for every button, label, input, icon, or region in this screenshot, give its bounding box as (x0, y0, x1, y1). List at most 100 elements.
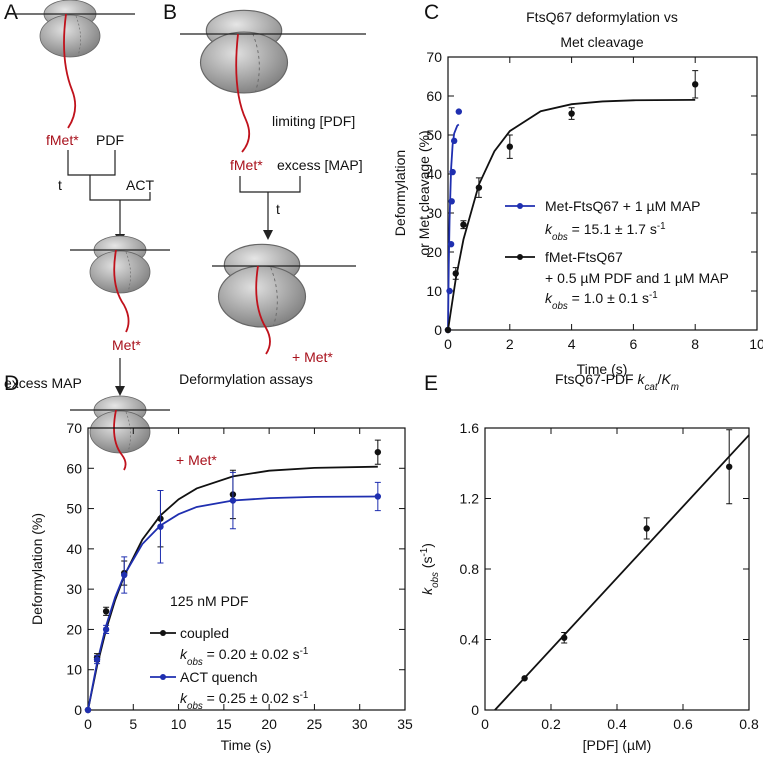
nascent-chain (235, 33, 251, 153)
data-point (102, 626, 110, 633)
chart-title: FtsQ67 deformylation vs (526, 9, 678, 25)
text-part: obs (430, 572, 441, 588)
data-point (229, 497, 237, 504)
text-part: = 0.25 ± 0.02 s (203, 690, 300, 706)
text-part: cat (644, 382, 658, 393)
text-part: obs (187, 701, 203, 712)
data-point (521, 675, 528, 682)
x-tick-label: 0 (481, 716, 489, 732)
ribosome (217, 243, 307, 328)
annotation: 125 nM PDF (170, 593, 249, 609)
panel-label: B (163, 1, 177, 24)
data-point (726, 463, 733, 470)
legend-note: kobs = 15.1 ± 1.7 s-1 (545, 221, 666, 243)
text-part: obs (187, 657, 203, 668)
y-tick-label: 0 (74, 702, 82, 718)
diagram-label: t (58, 177, 62, 193)
x-tick-label: 15 (216, 716, 232, 732)
panel-label: C (424, 1, 439, 24)
y-tick-label: 20 (426, 244, 442, 260)
y-axis-label: Deformylation (%) (29, 513, 45, 625)
x-tick-label: 20 (261, 716, 277, 732)
nascent-chain (113, 249, 130, 333)
y-tick-label: 30 (66, 581, 82, 597)
plot-frame (87, 427, 406, 711)
text-part: k (545, 221, 553, 237)
x-tick-label: 10 (171, 716, 187, 732)
text-part: ) (419, 543, 435, 548)
panel-label: A (4, 1, 18, 24)
diagram-label: ACT (126, 177, 154, 193)
y-tick-label: 0 (471, 702, 479, 718)
diagram-label: limiting [PDF] (272, 113, 355, 129)
text-part: k (180, 646, 188, 662)
legend-note: kobs = 0.25 ± 0.02 s-1 (180, 690, 308, 712)
data-point (568, 110, 575, 117)
text-part: -1 (649, 290, 658, 301)
y-tick-label: 0 (434, 322, 442, 338)
text-part: obs (552, 232, 568, 243)
data-point (692, 81, 699, 88)
data-point (561, 634, 568, 641)
x-axis-label: Time (s) (577, 361, 628, 377)
text-part: = 1.0 ± 0.1 s (568, 290, 649, 306)
data-point (121, 571, 128, 579)
text-part: m (671, 382, 679, 393)
data-point (643, 525, 650, 532)
data-point (374, 493, 382, 500)
data-point (374, 448, 382, 456)
legend-label: ACT quench (180, 669, 258, 685)
text-part: k (419, 587, 435, 595)
text-part: k (180, 690, 188, 706)
diagram-a (12, 0, 170, 471)
data-point (452, 270, 459, 277)
y-tick-label: 20 (66, 621, 82, 637)
data-point (449, 168, 456, 176)
y-tick-label: 40 (66, 541, 82, 557)
x-tick-label: 0 (84, 716, 92, 732)
y-tick-label: 10 (426, 283, 442, 299)
legend-marker (160, 630, 166, 636)
y-tick-label: 40 (426, 166, 442, 182)
x-tick-label: 8 (691, 336, 699, 352)
ribosome (199, 9, 289, 94)
y-tick-label: 70 (66, 420, 82, 436)
chart-title: Met cleavage (560, 34, 643, 50)
text-part: -1 (300, 646, 309, 657)
x-tick-label: 4 (568, 336, 576, 352)
data-point (506, 143, 513, 150)
legend-note: + 0.5 µM PDF and 1 µM MAP (545, 270, 729, 286)
nascent-chain (255, 265, 271, 355)
y-tick-label: 60 (66, 460, 82, 476)
data-point (447, 241, 455, 248)
fit-curve (447, 123, 460, 331)
x-tick-label: 5 (129, 716, 137, 732)
diagram-label: fMet* (46, 132, 79, 148)
plot-frame (484, 427, 750, 711)
data-point (448, 198, 455, 205)
diagram-b (180, 9, 366, 355)
arrow-head (263, 230, 273, 240)
diagram-label: excess MAP (4, 375, 82, 391)
data-point (450, 137, 458, 145)
nascent-chain (63, 13, 77, 129)
diagram-label: excess [MAP] (277, 157, 363, 173)
text-part: obs (552, 301, 568, 312)
text-part: (s (419, 557, 435, 573)
text-part: k (637, 371, 645, 387)
text-part: k (545, 290, 553, 306)
x-tick-label: 0.6 (673, 716, 693, 732)
chart-title: Deformylation assays (179, 371, 313, 387)
panel-label: D (4, 372, 19, 395)
diagram-label: PDF (96, 132, 124, 148)
y-tick-label: 60 (426, 88, 442, 104)
x-tick-label: 35 (397, 716, 413, 732)
data-point (84, 706, 92, 714)
text-part: K (661, 371, 671, 387)
diagram-label: fMet* (230, 157, 263, 173)
fit-curve (447, 99, 696, 331)
y-axis-label: Deformylation (392, 150, 408, 236)
plot-frame (447, 56, 758, 331)
y-tick-label: 1.2 (460, 491, 480, 507)
legend-marker (517, 203, 523, 209)
